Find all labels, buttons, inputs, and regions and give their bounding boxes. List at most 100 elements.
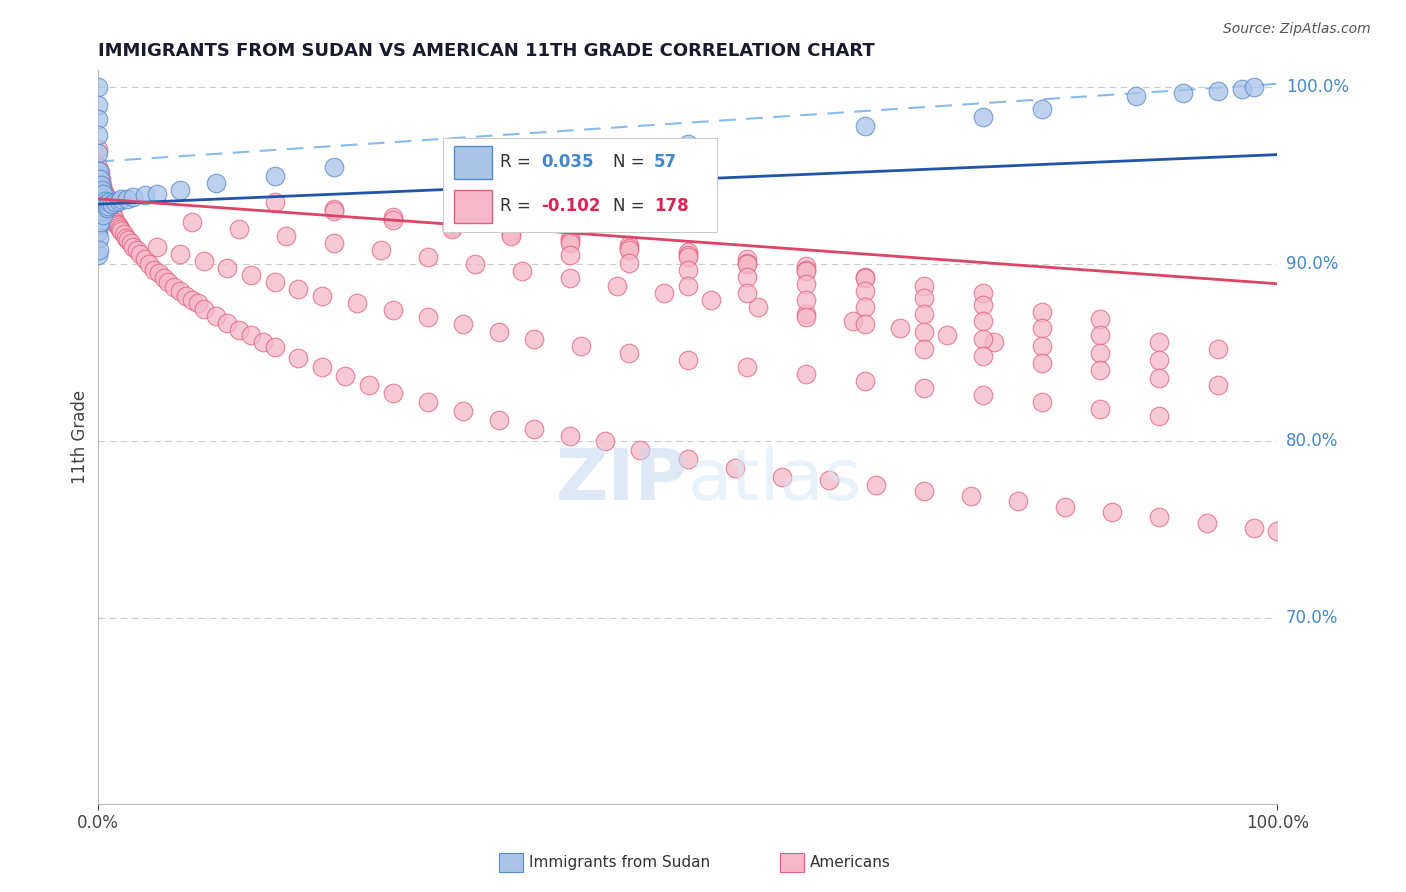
Point bbox=[108, 220, 131, 235]
Point bbox=[322, 160, 344, 174]
Point bbox=[100, 204, 122, 219]
Point bbox=[90, 190, 112, 204]
Point bbox=[143, 262, 166, 277]
Point bbox=[103, 211, 125, 226]
Point bbox=[912, 278, 935, 293]
Point bbox=[794, 277, 817, 291]
Point bbox=[263, 275, 285, 289]
Point bbox=[1031, 395, 1053, 409]
Point bbox=[105, 217, 128, 231]
Point bbox=[1267, 524, 1289, 539]
Point bbox=[676, 452, 699, 467]
Point bbox=[617, 237, 640, 252]
Point bbox=[86, 142, 108, 156]
Point bbox=[169, 183, 191, 197]
Point bbox=[676, 136, 699, 151]
Point bbox=[1031, 356, 1053, 370]
Point bbox=[416, 310, 439, 325]
Point bbox=[488, 325, 510, 339]
Point bbox=[93, 208, 115, 222]
Point bbox=[464, 257, 486, 271]
Point bbox=[86, 145, 108, 160]
Point bbox=[617, 241, 640, 255]
Point bbox=[104, 215, 127, 229]
Point bbox=[145, 186, 167, 201]
Point bbox=[107, 219, 129, 233]
Point bbox=[381, 213, 404, 227]
Point bbox=[1031, 102, 1053, 116]
Point bbox=[86, 80, 108, 95]
Point bbox=[499, 229, 522, 244]
Point bbox=[108, 194, 131, 208]
Point bbox=[101, 210, 124, 224]
Point bbox=[100, 197, 122, 211]
Point bbox=[217, 316, 239, 330]
Point bbox=[346, 296, 368, 310]
Point bbox=[100, 206, 122, 220]
Point bbox=[87, 178, 110, 192]
Point bbox=[676, 250, 699, 264]
Point bbox=[94, 197, 117, 211]
Text: Source: ZipAtlas.com: Source: ZipAtlas.com bbox=[1223, 22, 1371, 37]
Point bbox=[263, 341, 285, 355]
Point bbox=[865, 478, 887, 492]
Point bbox=[93, 194, 115, 208]
Point bbox=[617, 345, 640, 359]
Point bbox=[86, 98, 108, 112]
Point bbox=[86, 163, 108, 178]
Point bbox=[558, 231, 581, 245]
Point bbox=[959, 489, 981, 503]
Point bbox=[853, 300, 876, 314]
Point bbox=[972, 111, 994, 125]
Point bbox=[747, 300, 769, 314]
Point bbox=[1031, 339, 1053, 353]
Point bbox=[853, 271, 876, 285]
Point bbox=[735, 269, 758, 284]
Text: atlas: atlas bbox=[688, 446, 862, 516]
Point bbox=[1243, 80, 1265, 95]
Text: 100.0%: 100.0% bbox=[1286, 78, 1348, 96]
Point bbox=[1054, 500, 1077, 514]
Point bbox=[152, 271, 174, 285]
Point bbox=[735, 255, 758, 269]
Point bbox=[134, 252, 156, 266]
Point bbox=[1230, 82, 1253, 96]
Point bbox=[617, 255, 640, 269]
Point bbox=[558, 248, 581, 262]
Point bbox=[1208, 377, 1230, 392]
Point bbox=[98, 195, 121, 210]
Point bbox=[676, 278, 699, 293]
Point bbox=[912, 307, 935, 321]
Point bbox=[115, 192, 138, 206]
Point bbox=[93, 183, 115, 197]
Point bbox=[972, 332, 994, 346]
Point bbox=[499, 145, 522, 160]
Point bbox=[676, 244, 699, 259]
Point bbox=[972, 314, 994, 328]
Point bbox=[263, 169, 285, 183]
Point bbox=[735, 252, 758, 266]
Point bbox=[853, 120, 876, 134]
Point bbox=[87, 231, 110, 245]
Point bbox=[1090, 402, 1112, 417]
Point bbox=[287, 351, 309, 365]
Point bbox=[86, 219, 108, 233]
Point bbox=[122, 190, 145, 204]
Point bbox=[239, 328, 262, 343]
Point bbox=[794, 264, 817, 278]
Point bbox=[381, 303, 404, 318]
Point bbox=[676, 352, 699, 367]
Point bbox=[204, 309, 226, 323]
Point bbox=[794, 259, 817, 273]
Point bbox=[1125, 89, 1147, 103]
Point bbox=[972, 298, 994, 312]
Text: N =: N = bbox=[613, 153, 650, 170]
Point bbox=[104, 195, 127, 210]
Point bbox=[322, 235, 344, 250]
Point bbox=[93, 186, 115, 201]
Point bbox=[311, 289, 333, 303]
Point bbox=[558, 235, 581, 250]
Point bbox=[523, 422, 546, 436]
Point bbox=[1195, 516, 1218, 530]
Text: Immigrants from Sudan: Immigrants from Sudan bbox=[529, 855, 710, 870]
